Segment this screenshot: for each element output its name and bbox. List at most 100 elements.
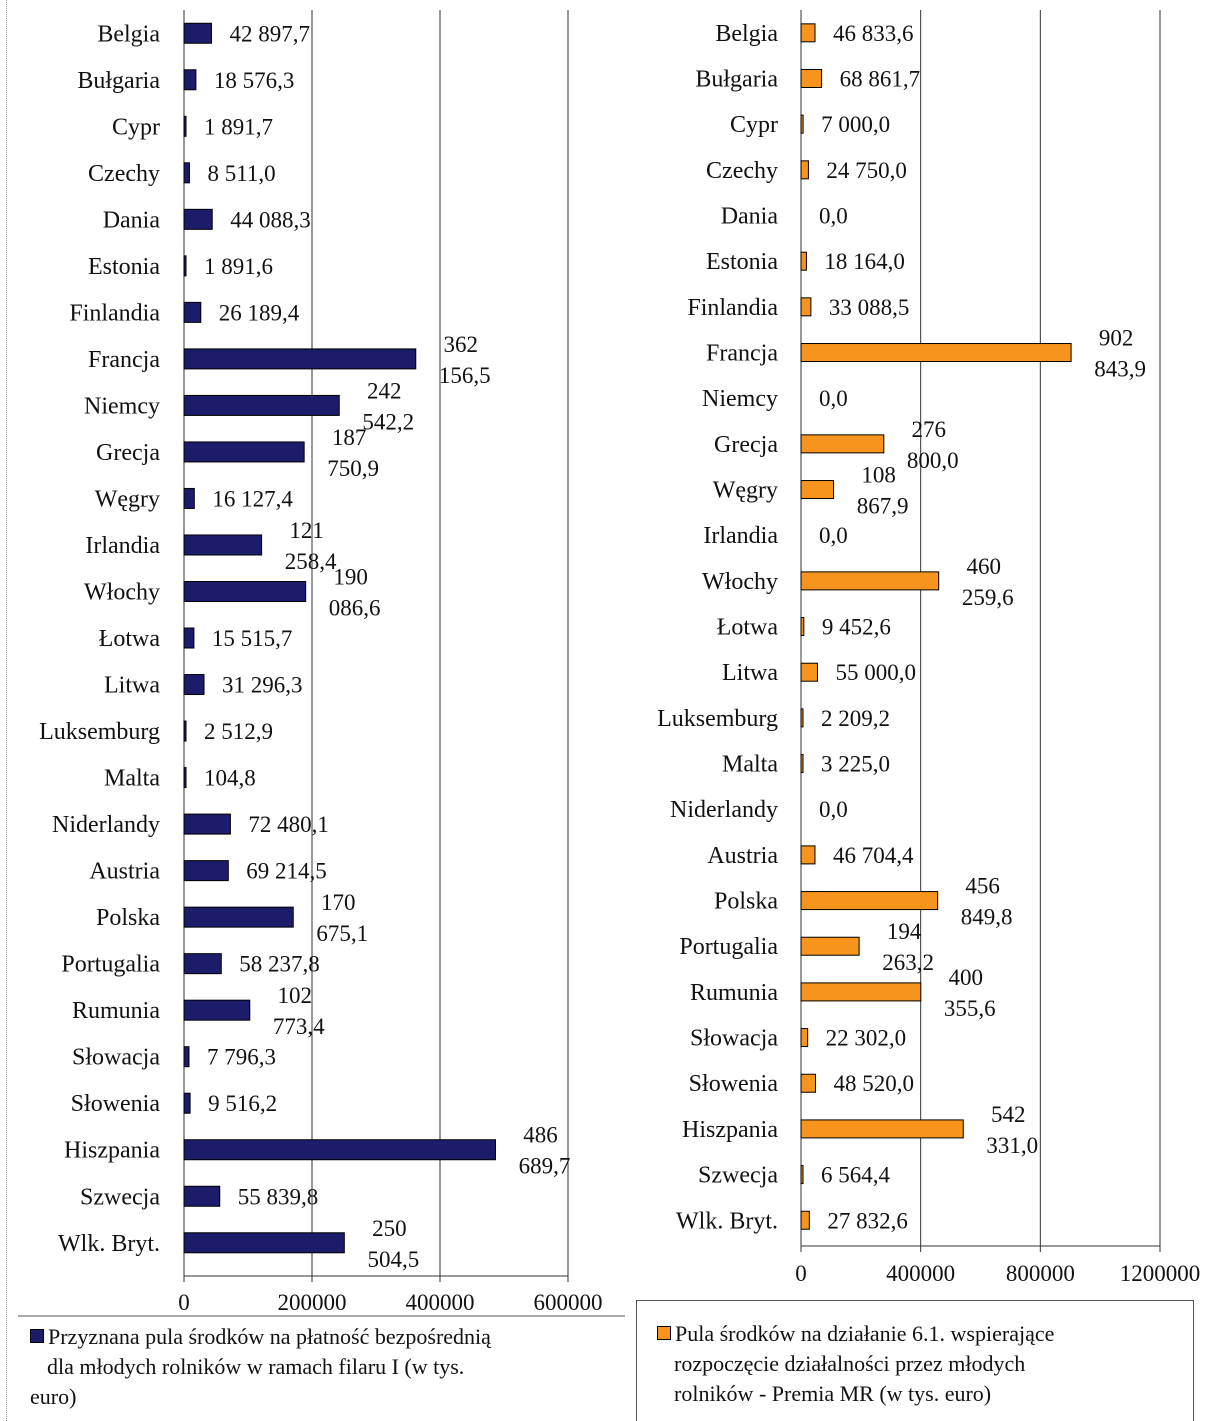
- left-bar: [183, 860, 229, 882]
- left-category-label: Luksemburg: [39, 719, 160, 745]
- left-bar: [183, 906, 294, 928]
- right-data-label: 46 704,4: [833, 843, 914, 868]
- right-data-label: 194: [887, 919, 922, 944]
- left-category-label: Polska: [96, 905, 160, 931]
- right-data-label: 48 520,0: [834, 1071, 915, 1096]
- right-data-label: 0,0: [819, 797, 848, 822]
- left-data-label: 31 296,3: [222, 673, 303, 698]
- left-data-label: 362: [444, 332, 479, 357]
- right-data-label: 7 000,0: [821, 112, 890, 137]
- left-bar: [183, 767, 187, 789]
- right-data-label: 355,6: [944, 996, 996, 1021]
- right-bar: [800, 114, 804, 134]
- legend-right-swatch: [657, 1326, 671, 1340]
- right-category-label: Hiszpania: [682, 1117, 778, 1143]
- right-bar: [800, 982, 922, 1002]
- right-bar: [800, 571, 940, 591]
- right-data-label: 902: [1099, 326, 1134, 351]
- left-data-label: 1 891,6: [204, 254, 273, 279]
- left-bar: [183, 208, 213, 230]
- right-tick-label: 1200000: [1120, 1261, 1201, 1286]
- right-category-label: Polska: [714, 889, 778, 915]
- legend-right-text-1: Pula środków na działanie 6.1. wspierają…: [675, 1321, 1055, 1346]
- right-category-label: Estonia: [706, 249, 778, 275]
- right-tick-label: 400000: [886, 1261, 955, 1286]
- left-category-label: Hiszpania: [64, 1138, 160, 1164]
- left-bar: [183, 255, 187, 277]
- left-data-label: 104,8: [204, 766, 256, 791]
- right-bar: [800, 23, 816, 43]
- left-data-label: 773,4: [273, 1014, 325, 1039]
- left-data-label: 242: [367, 378, 402, 403]
- right-category-label: Rumunia: [690, 980, 778, 1006]
- right-category-label: Niemcy: [702, 386, 778, 412]
- right-data-label: 24 750,0: [826, 158, 907, 183]
- right-tick-label: 0: [795, 1261, 807, 1286]
- left-category-label: Bułgaria: [77, 68, 160, 94]
- left-tick-label: 600000: [534, 1290, 603, 1315]
- right-category-label: Luksemburg: [657, 706, 778, 732]
- left-tick-label: 0: [178, 1290, 190, 1315]
- left-data-label: 250: [372, 1216, 407, 1241]
- right-category-label: Węgry: [713, 478, 778, 504]
- left-data-label: 258,4: [285, 549, 337, 574]
- legend-left-text-1: Przyznana pula środków na płatność bezpo…: [48, 1324, 491, 1349]
- legend-right-text-3: rolników - Premia MR (w tys. euro): [674, 1381, 992, 1406]
- legend-left-swatch: [30, 1329, 44, 1343]
- left-category-label: Litwa: [104, 673, 160, 699]
- left-category-label: Wlk. Bryt.: [58, 1231, 160, 1257]
- right-category-label: Wlk. Bryt.: [676, 1208, 778, 1234]
- left-data-label: 1 891,7: [204, 114, 273, 139]
- left-data-label: 486: [523, 1123, 558, 1148]
- right-bar: [800, 1073, 817, 1093]
- legend-right-text-2: rozpoczęcie działalności przez młodych: [674, 1351, 1026, 1376]
- right-data-label: 460: [966, 554, 1001, 579]
- right-data-label: 18 164,0: [824, 249, 905, 274]
- left-tick-label: 200000: [278, 1290, 347, 1315]
- left-data-label: 2 512,9: [204, 719, 273, 744]
- left-bar: [183, 1046, 190, 1068]
- left-category-label: Portugalia: [61, 952, 160, 978]
- left-data-label: 156,5: [439, 363, 491, 388]
- right-data-label: 843,9: [1094, 357, 1146, 382]
- left-bar: [183, 69, 197, 91]
- right-bar: [800, 662, 818, 682]
- right-bar: [800, 936, 860, 956]
- left-data-label: 504,5: [367, 1247, 419, 1272]
- left-category-label: Niemcy: [84, 393, 160, 419]
- left-category-label: Francja: [88, 347, 160, 373]
- left-data-label: 16 127,4: [212, 486, 293, 511]
- right-bar: [800, 708, 804, 728]
- right-data-label: 0,0: [819, 523, 848, 548]
- right-category-label: Niderlandy: [670, 797, 778, 823]
- right-data-label: 33 088,5: [829, 295, 910, 320]
- left-data-label: 689,7: [519, 1154, 571, 1179]
- right-data-label: 27 832,6: [827, 1208, 908, 1233]
- right-data-label: 6 564,4: [821, 1163, 891, 1188]
- right-data-label: 276: [912, 417, 947, 442]
- legend-right: Pula środków na działanie 6.1. wspierają…: [636, 1300, 1194, 1421]
- legend-left-text-2: dla młodych rolników w ramach filaru I (…: [47, 1354, 465, 1379]
- right-data-label: 849,8: [961, 905, 1013, 930]
- left-bar: [183, 115, 187, 137]
- right-category-label: Włochy: [702, 569, 778, 595]
- left-bar: [183, 348, 417, 370]
- right-category-label: Bułgaria: [695, 67, 778, 93]
- right-bar: [800, 251, 807, 271]
- left-data-label: 58 237,8: [239, 952, 320, 977]
- right-category-label: Belgia: [715, 21, 778, 47]
- left-bar: [183, 581, 307, 602]
- left-data-label: 42 897,7: [229, 21, 310, 46]
- left-bar: [183, 1232, 345, 1254]
- right-category-label: Szwecja: [698, 1163, 778, 1189]
- right-data-label: 3 225,0: [821, 752, 890, 777]
- left-bar: [183, 22, 212, 44]
- left-bar: [183, 162, 190, 184]
- right-data-label: 259,6: [962, 585, 1014, 610]
- right-bar: [800, 845, 816, 865]
- left-category-label: Łotwa: [99, 626, 161, 652]
- left-bar: [183, 999, 251, 1021]
- right-category-label: Malta: [722, 752, 778, 778]
- right-bar: [800, 343, 1072, 363]
